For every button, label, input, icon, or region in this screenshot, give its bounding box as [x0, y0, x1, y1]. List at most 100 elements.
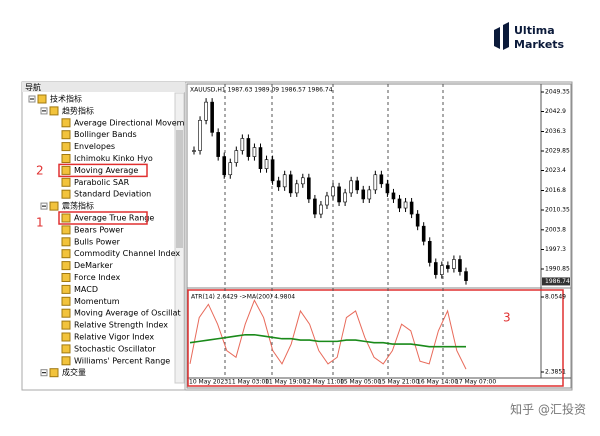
tree-item[interactable]: Force Index [74, 273, 120, 282]
candle [319, 204, 323, 215]
logo-mark [494, 27, 500, 49]
candle [282, 174, 287, 188]
tree-item[interactable]: Bears Power [74, 225, 124, 234]
brand-name: Ultima [514, 24, 555, 37]
candle [349, 180, 353, 194]
tree-item[interactable]: 趋势指标 [62, 105, 94, 115]
navigator-title: 导航 [25, 82, 41, 92]
brand-logo: Ultima Markets [494, 22, 565, 51]
tree-item[interactable]: Parabolic SAR [74, 178, 130, 187]
tree-item[interactable]: Williams' Percent Range [74, 356, 170, 365]
scrollbar-thumb[interactable] [176, 130, 183, 248]
item-icon [61, 261, 71, 271]
tree-item[interactable]: MACD [74, 285, 98, 294]
item-icon [61, 177, 71, 187]
tree-item[interactable]: 技术指标 [50, 94, 82, 104]
candle [409, 201, 414, 215]
candle [222, 156, 227, 176]
candle [276, 180, 281, 188]
price-tick-label: 2036.3 [545, 128, 566, 135]
candle [307, 177, 311, 200]
tree-item[interactable]: Standard Deviation [74, 190, 151, 199]
item-icon [61, 249, 71, 259]
tree-item[interactable]: Bulls Power [74, 237, 121, 246]
last-price-label: 1986.74 [545, 278, 570, 285]
item-icon [61, 154, 71, 163]
item-icon [61, 344, 71, 354]
candle [337, 186, 341, 203]
item-icon [49, 106, 59, 116]
candle [391, 192, 396, 200]
candle [464, 271, 468, 281]
highlight-box [58, 163, 148, 178]
last-price-box [542, 277, 570, 286]
tree-item[interactable]: Commodity Channel Index [74, 249, 180, 258]
item-icon [61, 130, 71, 140]
candle [458, 259, 462, 272]
tree-item[interactable]: Moving Average of Oscillat [74, 309, 181, 318]
item-icon [61, 142, 71, 152]
watermark: 知乎 @汇投资 [510, 402, 586, 417]
candle [379, 174, 384, 185]
price-tick-label: 2016.8 [545, 187, 566, 194]
candle [427, 241, 432, 263]
time-label: 10 May 2023 [189, 379, 228, 386]
price-tick-label: 1990.85 [545, 266, 570, 273]
tree-item[interactable]: Bollinger Bands [74, 130, 137, 139]
logo-mark [503, 22, 509, 50]
candle [373, 174, 378, 191]
tree-item[interactable]: Envelopes [74, 142, 115, 151]
candle [367, 189, 372, 200]
price-tick-label: 2042.9 [545, 108, 566, 115]
item-icon [61, 320, 71, 330]
tree-item[interactable]: Moving Average [74, 166, 138, 175]
candle [240, 138, 245, 151]
candle [355, 180, 360, 191]
item-icon [61, 356, 71, 366]
candle [192, 150, 196, 152]
candle [343, 192, 347, 203]
price-tick-label: 2029.85 [545, 148, 570, 155]
item-icon [61, 237, 71, 247]
item-icon [49, 368, 59, 378]
candle [403, 201, 408, 209]
item-icon [61, 332, 71, 342]
annotation: 2 [36, 164, 44, 178]
tree-item[interactable]: 成交量 [62, 367, 86, 377]
candle [246, 138, 251, 157]
tree-item[interactable]: Momentum [74, 297, 120, 306]
tree-item[interactable]: Average True Range [74, 214, 154, 223]
item-icon [37, 94, 47, 104]
chart-header: XAUUSD,H1 1987.63 1989.09 1986.57 1986.7… [190, 87, 333, 94]
candle [361, 189, 366, 200]
candle [204, 101, 208, 121]
tree-item[interactable]: Relative Strength Index [74, 321, 168, 330]
price-tick-label: 1997.3 [545, 246, 566, 253]
ma-line [189, 333, 466, 348]
candle [234, 150, 239, 163]
tree-item[interactable]: Average Directional Movem [74, 118, 185, 127]
item-icon [61, 308, 71, 318]
tree-item[interactable]: Relative Vigor Index [74, 333, 154, 342]
candle [397, 198, 402, 209]
indicator-label: ATR(14) 2.6429 ->MA(200) 4.9804 [191, 294, 295, 301]
indicator-tick-label: 2.3851 [545, 369, 566, 376]
navigator-header [22, 82, 185, 92]
indicator-tick-label: 8.0549 [545, 294, 566, 301]
annotation: 1 [36, 216, 44, 230]
candle [270, 159, 275, 182]
tree-item[interactable]: 震荡指标 [62, 201, 94, 211]
time-label: 16 May 14:00 [417, 379, 458, 386]
tree-item[interactable]: DeMarker [74, 261, 113, 270]
candle [216, 132, 220, 157]
candle [440, 265, 444, 275]
item-icon [61, 296, 71, 306]
item-icon [61, 273, 71, 282]
candle [300, 177, 305, 185]
highlight-box [58, 211, 148, 225]
candle [258, 147, 263, 169]
price-tick-label: 2003.8 [545, 226, 566, 233]
tree-item[interactable]: Stochastic Oscillator [74, 344, 156, 353]
tree-item[interactable]: Ichimoku Kinko Hyo [74, 154, 153, 163]
time-label: 15 May 05:00 [340, 379, 381, 386]
